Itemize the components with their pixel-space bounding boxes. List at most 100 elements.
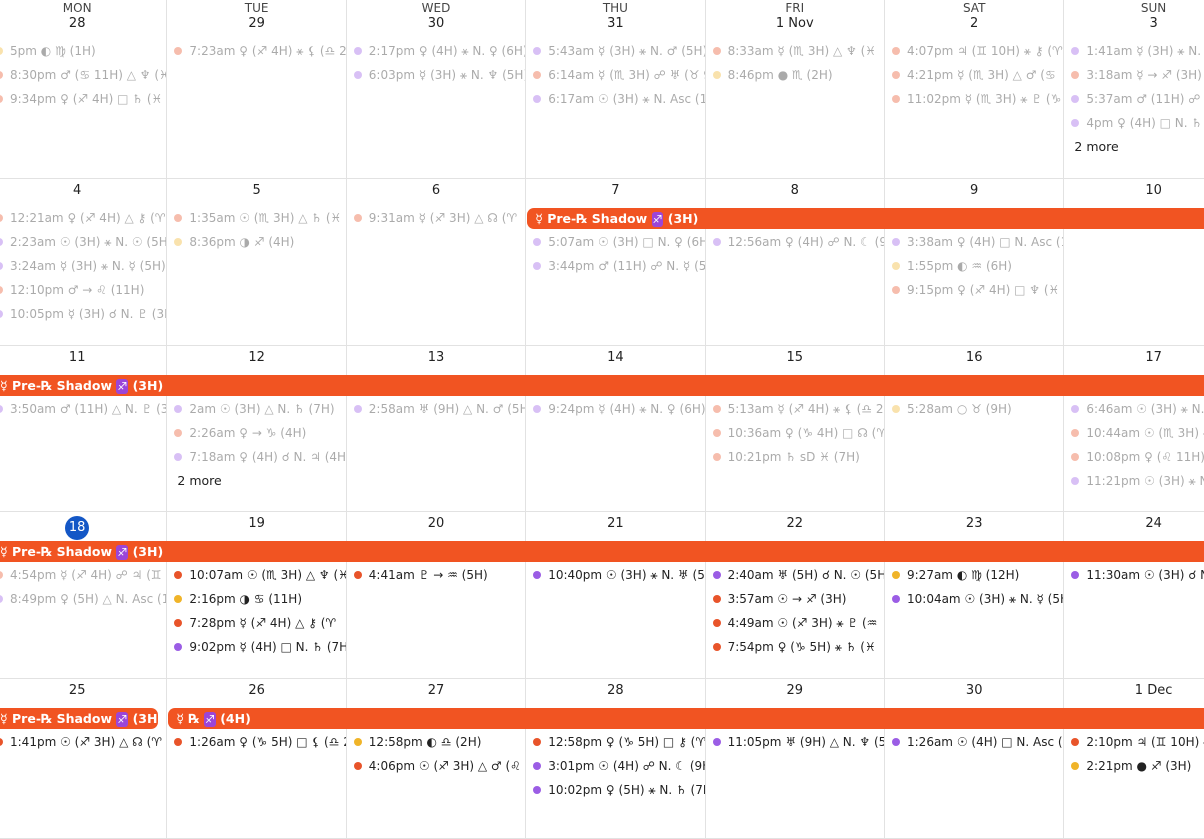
day-cell[interactable]: 19 10:07am ☉ (♏ 3H) △ ♆ (♓ 2:16pm ◑ ♋ (11H… xyxy=(167,511,347,678)
day-number[interactable]: 15 xyxy=(786,350,804,365)
day-cell[interactable]: 27 12:58pm ◐ ♎ (2H) 4:06pm ☉ (♐ 3H) △ ♂ (♌ xyxy=(347,678,527,838)
day-number[interactable]: 3 xyxy=(1149,16,1158,31)
event-item[interactable]: 3:18am ☿ → ♐ (3H) xyxy=(1064,63,1204,87)
day-cell[interactable]: 13 2:58am ♅ (9H) △ N. ♂ (5H) xyxy=(347,345,527,511)
day-number[interactable]: 1 Dec xyxy=(1134,683,1173,698)
day-number[interactable]: 16 xyxy=(965,350,983,365)
event-item[interactable]: 8:46pm ● ♏ (2H) xyxy=(706,63,884,87)
event-item[interactable]: 2:21pm ● ♐ (3H) xyxy=(1064,754,1204,778)
event-item[interactable]: 1:26am ☉ (4H) □ N. Asc (1H xyxy=(885,730,1063,754)
event-item[interactable]: 10:07am ☉ (♏ 3H) △ ♆ (♓ xyxy=(167,563,346,587)
more-events-link[interactable]: 2 more xyxy=(1074,139,1119,154)
day-cell[interactable]: WED 30 2:17pm ♀ (4H) ⚹ N. ♀ (6H) 6:03pm ☿ (… xyxy=(347,0,527,178)
day-cell[interactable]: 21 10:40pm ☉ (3H) ⚹ N. ♅ (5H xyxy=(526,511,706,678)
multi-day-event-bar[interactable]: ☿ ℞ ♐ (4H) xyxy=(168,708,1204,729)
event-item[interactable]: 10:44am ☉ (♏ 3H) ⚹ xyxy=(1064,421,1204,445)
day-number[interactable]: 29 xyxy=(248,16,265,31)
event-item[interactable]: 2:10pm ♃ (♊ 10H) ⚹ xyxy=(1064,730,1204,754)
event-item[interactable]: 9:31am ☿ (♐ 3H) △ ☊ (♈ xyxy=(347,206,525,230)
day-cell[interactable]: 8 12:56am ♀ (4H) ☍ N. ☾ (9H) xyxy=(706,178,885,345)
day-cell[interactable]: 1 Dec 2:10pm ♃ (♊ 10H) ⚹ 2:21pm ● ♐ (3H) xyxy=(1064,678,1204,838)
day-number[interactable]: 22 xyxy=(786,516,804,531)
event-item[interactable]: 1:41am ☿ (3H) ⚹ N. ♅ ( xyxy=(1064,39,1204,63)
day-cell[interactable]: 16 5:28am ○ ♉ (9H) xyxy=(885,345,1065,511)
event-item[interactable]: 10:40pm ☉ (3H) ⚹ N. ♅ (5H xyxy=(526,563,705,587)
day-number[interactable]: 27 xyxy=(427,683,445,698)
event-item[interactable]: 11:02pm ☿ (♏ 3H) ⚹ ♇ (♑ xyxy=(885,87,1063,111)
day-cell[interactable]: 5 1:35am ☉ (♏ 3H) △ ♄ (♓ 8:36pm ◑ ♐ (4H) xyxy=(167,178,347,345)
event-item[interactable]: 7:18am ♀ (4H) ☌ N. ♃ (4H) xyxy=(167,445,346,469)
day-cell[interactable]: 30 1:26am ☉ (4H) □ N. Asc (1H xyxy=(885,678,1065,838)
day-number[interactable]: 9 xyxy=(970,183,979,198)
day-cell[interactable]: 7 5:07am ☉ (3H) □ N. ♀ (6H) 3:44pm ♂ (11H)… xyxy=(526,178,706,345)
day-number[interactable]: 29 xyxy=(786,683,804,698)
day-number[interactable]: 5 xyxy=(252,183,261,198)
event-item[interactable]: 1:26am ♀ (♑ 5H) □ ⚸ (♎ 2 xyxy=(167,730,346,754)
day-number[interactable]: 17 xyxy=(1145,350,1162,365)
day-cell[interactable]: 23 9:27am ◐ ♍ (12H) 10:04am ☉ (3H) ⚹ N. ☿ … xyxy=(885,511,1065,678)
event-item[interactable]: 1:55pm ◐ ♒ (6H) xyxy=(885,254,1063,278)
day-number[interactable]: 31 xyxy=(607,16,624,31)
event-item[interactable]: 5pm ◐ ♍ (1H) xyxy=(0,39,166,63)
day-cell[interactable]: 24 11:30am ☉ (3H) ☌ N. xyxy=(1064,511,1204,678)
day-number[interactable]: 6 xyxy=(431,183,441,198)
day-number[interactable]: 26 xyxy=(248,683,265,698)
event-item[interactable]: 10:21pm ♄ sD ♓ (7H) xyxy=(706,445,884,469)
event-item[interactable]: 8:33am ☿ (♏ 3H) △ ♆ (♓ xyxy=(706,39,884,63)
day-cell[interactable]: 9 3:38am ♀ (4H) □ N. Asc (1H1:55pm ◐ ♒ (6… xyxy=(885,178,1065,345)
more-events-link[interactable]: 2 more xyxy=(177,473,222,488)
event-item[interactable]: 5:13am ☿ (♐ 4H) ⚹ ⚸ (♎ 2 xyxy=(706,397,884,421)
event-item[interactable]: 11:05pm ♅ (9H) △ N. ♆ (5H) xyxy=(706,730,884,754)
event-item[interactable]: 3:38am ♀ (4H) □ N. Asc (1H xyxy=(885,230,1063,254)
day-cell[interactable]: 10 xyxy=(1064,178,1204,345)
event-item[interactable]: 2:26am ♀ → ♑ (4H) xyxy=(167,421,345,445)
day-cell[interactable]: 29 11:05pm ♅ (9H) △ N. ♆ (5H) xyxy=(706,678,885,838)
day-cell[interactable]: THU 31 5:43am ☿ (3H) ⚹ N. ♂ (5H) 6:14am ☿ (… xyxy=(526,0,706,178)
event-item[interactable]: 10:04am ☉ (3H) ⚹ N. ☿ (5H xyxy=(885,587,1063,611)
day-cell[interactable]: 12 2am ☉ (3H) △ N. ♄ (7H) 2:26am ♀ → ♑ (4H… xyxy=(167,345,347,511)
event-item[interactable]: 3:24am ☿ (3H) ⚹ N. ☿ (5H) xyxy=(0,254,166,278)
day-cell[interactable]: 28 12:58pm ♀ (♑ 5H) □ ⚷ (♈ 3:01pm ☉ (4H) ☍… xyxy=(526,678,706,838)
event-item[interactable]: 4:06pm ☉ (♐ 3H) △ ♂ (♌ xyxy=(347,754,525,778)
multi-day-event-bar[interactable]: ☿ Pre-℞ Shadow ♐ (3H) xyxy=(0,708,159,729)
day-number[interactable]: 8 xyxy=(790,183,799,198)
event-item[interactable]: 12:58pm ◐ ♎ (2H) xyxy=(347,730,525,754)
day-cell[interactable]: MON 28 5pm ◐ ♍ (1H) 8:30pm ♂ (♋ 11H) △ ♆ (♓… xyxy=(0,0,168,178)
multi-day-event-bar[interactable]: ☿ Pre-℞ Shadow ♐ (3H) xyxy=(527,208,1204,229)
multi-day-event-bar[interactable]: ☿ Pre-℞ Shadow ♐ (3H) xyxy=(0,375,1204,396)
event-item[interactable]: 1:41pm ☉ (♐ 3H) △ ☊ (♈ xyxy=(0,730,166,754)
event-item[interactable]: 9:34pm ♀ (♐ 4H) □ ♄ (♓ xyxy=(0,87,166,111)
day-cell[interactable]: 176:46am ☉ (3H) ⚹ N. ♅10:44am ☉ (♏ 3H) ⚹… xyxy=(1064,345,1204,511)
event-item[interactable]: 12:56am ♀ (4H) ☍ N. ☾ (9H) xyxy=(706,230,884,254)
day-cell[interactable]: SAT 2 4:07pm ♃ (♊ 10H) ⚹ ⚷ (♈ 4:21pm ☿ (♏ 3… xyxy=(885,0,1065,178)
event-item[interactable]: 6:14am ☿ (♏ 3H) ☍ ♅ (♉ 9 xyxy=(526,63,705,87)
day-number[interactable]: 18 xyxy=(0,516,166,540)
day-number[interactable]: 21 xyxy=(607,516,624,531)
event-item[interactable]: 8:30pm ♂ (♋ 11H) △ ♆ (♓ xyxy=(0,63,166,87)
day-number[interactable]: 25 xyxy=(68,683,86,698)
event-item[interactable]: 9:27am ◐ ♍ (12H) xyxy=(885,563,1063,587)
day-number[interactable]: 14 xyxy=(607,350,624,365)
day-cell[interactable]: 26 1:26am ♀ (♑ 5H) □ ⚸ (♎ 2 xyxy=(167,678,347,838)
day-cell[interactable]: 20 4:41am ♇ → ♒ (5H) xyxy=(347,511,527,678)
event-item[interactable]: 3:57am ☉ → ♐ (3H) xyxy=(706,587,884,611)
event-item[interactable]: 2:23am ☉ (3H) ⚹ N. ☉ (5H xyxy=(0,230,166,254)
day-number[interactable]: 28 xyxy=(68,16,86,31)
event-item[interactable]: 7:28pm ☿ (♐ 4H) △ ⚷ (♈ xyxy=(167,611,345,635)
event-item[interactable]: 9:02pm ☿ (4H) □ N. ♄ (7H) xyxy=(167,635,346,659)
event-item[interactable]: 3:44pm ♂ (11H) ☍ N. ☿ (5H) xyxy=(526,254,705,278)
event-item[interactable]: 10:36am ♀ (♑ 4H) □ ☊ (♈ xyxy=(706,421,884,445)
event-item[interactable]: 1:35am ☉ (♏ 3H) △ ♄ (♓ xyxy=(167,206,345,230)
day-number[interactable]: 7 xyxy=(611,183,620,198)
day-cell[interactable]: 6 9:31am ☿ (♐ 3H) △ ☊ (♈ xyxy=(347,178,527,345)
day-cell[interactable]: 11 3:50am ♂ (11H) △ N. ♇ (3H xyxy=(0,345,168,511)
event-item[interactable]: 2:58am ♅ (9H) △ N. ♂ (5H) xyxy=(347,397,525,421)
event-item[interactable]: 7:23am ♀ (♐ 4H) ⚹ ⚸ (♎ 2 xyxy=(167,39,346,63)
day-cell[interactable]: 4 12:21am ♀ (♐ 4H) △ ⚷ (♈ 2:23am ☉ (3H) ⚹ … xyxy=(0,178,168,345)
event-item[interactable]: 12:58pm ♀ (♑ 5H) □ ⚷ (♈ xyxy=(526,730,705,754)
day-cell[interactable]: FRI 1 Nov 8:33am ☿ (♏ 3H) △ ♆ (♓ 8:46pm ● ♏… xyxy=(706,0,885,178)
day-number[interactable]: 12 xyxy=(248,350,265,365)
event-item[interactable]: 4:41am ♇ → ♒ (5H) xyxy=(347,563,525,587)
day-number[interactable]: 4 xyxy=(73,183,82,198)
